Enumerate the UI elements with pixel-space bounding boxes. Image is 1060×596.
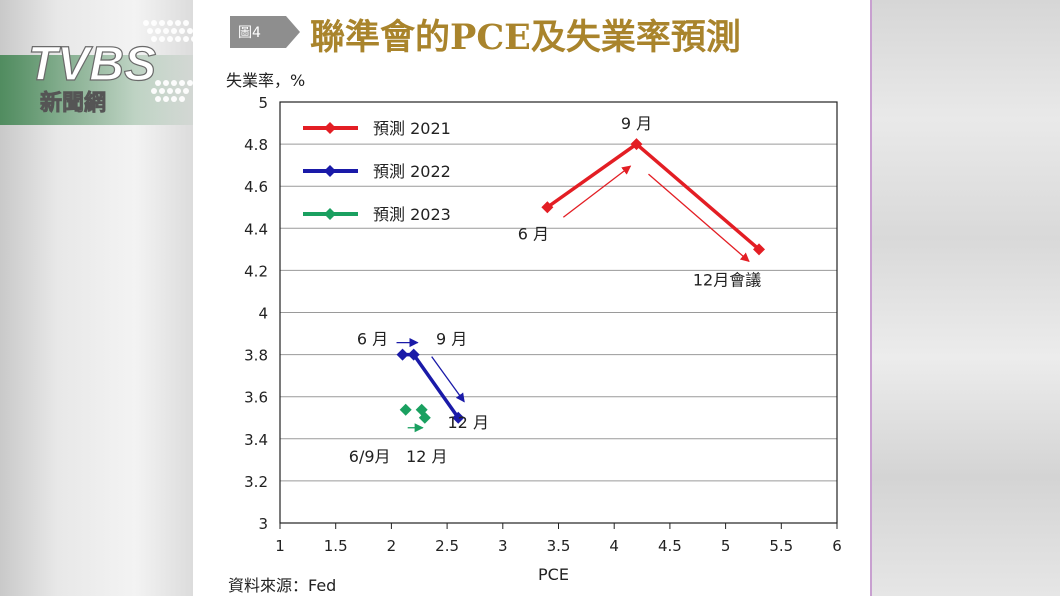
x-tick-label: 4	[609, 537, 619, 555]
x-tick-label: 1.5	[324, 537, 348, 555]
series-line-1	[402, 352, 460, 419]
y-tick-label: 3.2	[244, 473, 268, 491]
logo-dot-pattern	[143, 20, 205, 102]
figure-panel	[193, 0, 870, 596]
figure-badge	[230, 16, 300, 48]
legend-label: 預測 2023	[373, 205, 451, 224]
series-2-point-2	[418, 411, 431, 424]
arrow-layer	[396, 165, 750, 433]
y-tick-label: 3	[258, 515, 268, 533]
x-tick-label: 5	[721, 537, 731, 555]
series-layer	[396, 138, 766, 424]
annotation-label: 6 月	[518, 224, 549, 243]
y-axis-label: 失業率，%	[226, 71, 306, 90]
series-1-point-0	[396, 348, 409, 361]
series-1-point-1	[407, 348, 420, 361]
y-tick-label: 4	[258, 305, 268, 323]
annotation-label: 12月會議	[693, 270, 761, 289]
label-layer: 6 月 9 月 12月會議 6 月 9 月 12 月 6/9月 12 月	[349, 114, 761, 466]
x-tick-label: 3	[498, 537, 508, 555]
logo-brand: TVBS	[28, 38, 156, 91]
logo-sub: 新聞網	[40, 90, 106, 116]
figure-badge-label: 圖4	[238, 25, 261, 41]
right-background	[870, 0, 1060, 596]
x-axis-label: PCE	[538, 565, 569, 584]
series-0-point-2	[753, 243, 766, 256]
y-tick-label: 5	[258, 94, 268, 112]
y-tick-label: 3.4	[244, 431, 268, 449]
annotation-label: 12 月	[406, 447, 447, 466]
direction-arrow-2021-b	[648, 173, 750, 262]
grid-layer	[280, 143, 837, 482]
y-tick-label: 4.6	[244, 178, 268, 196]
annotation-label: 6/9月	[349, 447, 391, 466]
tvbs-logo: TVBS 新聞網	[28, 20, 205, 116]
legend-swatch-marker-2	[324, 208, 336, 220]
x-tick-label: 4.5	[658, 537, 682, 555]
x-tick-label: 5.5	[769, 537, 793, 555]
series-1-point-2	[452, 411, 465, 424]
y-tick-label: 3.6	[244, 389, 268, 407]
series-2-point-0	[399, 403, 412, 416]
direction-arrow-2022-b	[431, 356, 465, 403]
x-tick-label: 3.5	[547, 537, 571, 555]
axis-layer: 3 3.2 3.4 3.6 3.8 4 4.2 4.4 4.6 4.8 5 1 1.5 2 2.5 3 3.5 4…	[244, 94, 842, 555]
annotation-label: 12 月	[448, 413, 489, 432]
x-tick-label: 2	[387, 537, 397, 555]
series-0-point-1	[630, 138, 643, 151]
x-tick-label: 6	[832, 537, 842, 555]
y-tick-label: 3.8	[244, 347, 268, 365]
legend-swatch-marker-1	[324, 165, 336, 177]
series-0-point-0	[541, 201, 554, 214]
series-line-0	[546, 141, 761, 251]
y-tick-label: 4.2	[244, 262, 268, 280]
annotation-label: 9 月	[436, 330, 467, 349]
direction-arrow-2021-a	[562, 165, 632, 218]
y-tick-label: 4.8	[244, 136, 268, 154]
annotation-label: 9 月	[621, 114, 652, 133]
chart-title: 聯準會的PCE及失業率預測	[310, 17, 741, 58]
source-note: 資料來源：Fed	[228, 576, 337, 595]
x-tick-label: 2.5	[435, 537, 459, 555]
legend-layer: 預測 2021 預測 2022 預測 2023	[303, 119, 451, 224]
legend-label: 預測 2021	[373, 119, 451, 138]
annotation-label: 6 月	[357, 330, 388, 349]
x-tick-label: 1	[275, 537, 285, 555]
y-tick-label: 4.4	[244, 220, 268, 238]
legend-swatch-marker-0	[324, 122, 336, 134]
legend-label: 預測 2022	[373, 162, 451, 181]
